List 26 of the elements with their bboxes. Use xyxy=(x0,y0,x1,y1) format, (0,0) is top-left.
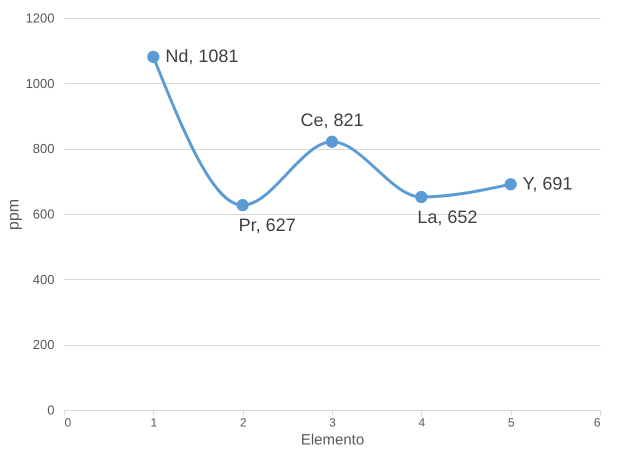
y-tick-label: 0 xyxy=(47,402,54,418)
point xyxy=(415,190,428,204)
x-axis-title: Elemento xyxy=(300,432,364,448)
y-tick-label: 200 xyxy=(32,337,54,352)
data-label: Pr, 627 xyxy=(238,215,296,236)
data-label: Nd, 1081 xyxy=(165,46,238,66)
y-tick-label: 400 xyxy=(32,272,54,287)
y-tick-label: 1000 xyxy=(26,76,54,91)
point xyxy=(326,136,338,148)
x-tick-label: 1 xyxy=(150,416,158,430)
x-tick-label: 2 xyxy=(240,416,247,430)
y-tick-label: 1200 xyxy=(26,10,54,26)
y-axis-title: ppm xyxy=(6,198,23,230)
data-label: Ce, 821 xyxy=(300,110,364,130)
x-tick-label: 4 xyxy=(418,416,426,430)
y-tick-label: 800 xyxy=(32,141,54,156)
x-tick-label: 3 xyxy=(329,416,336,430)
point xyxy=(236,199,249,212)
x-tick-label: 6 xyxy=(594,416,601,430)
x-tick-label: 0 xyxy=(64,416,72,430)
y-tick-label: 600 xyxy=(32,206,54,222)
data-label: Y, 691 xyxy=(522,173,572,194)
x-tick-label: 5 xyxy=(508,416,515,430)
point xyxy=(147,50,160,63)
data-label: La, 652 xyxy=(417,207,478,228)
point xyxy=(504,178,517,190)
